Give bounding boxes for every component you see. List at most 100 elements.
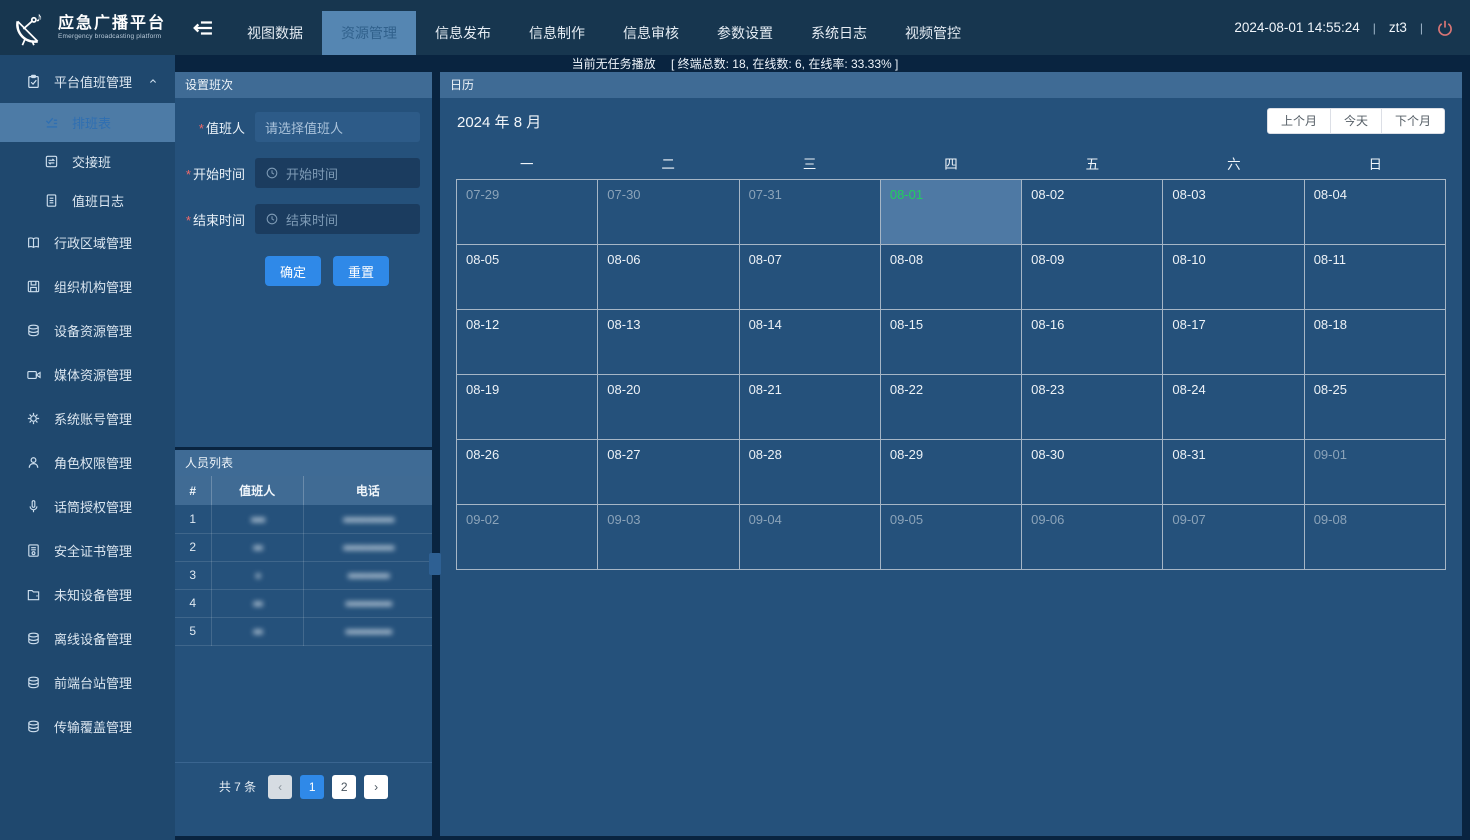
table-row[interactable]: 1 ●●● ●●●●●●●●●●● — [175, 505, 432, 534]
calendar-day-cell[interactable]: 09-06 — [1022, 505, 1164, 570]
calendar-day-cell[interactable]: 08-09 — [1022, 245, 1164, 310]
calendar-day-cell[interactable]: 08-20 — [598, 375, 740, 440]
calendar-day-cell[interactable]: 08-02 — [1022, 180, 1164, 245]
calendar-date-label: 09-02 — [466, 512, 500, 527]
username-display[interactable]: zt3 — [1388, 20, 1407, 35]
calendar-day-cell[interactable]: 08-25 — [1304, 375, 1446, 440]
sidebar-item-label: 安全证书管理 — [54, 543, 133, 559]
calendar-date-label: 08-11 — [1313, 252, 1346, 267]
calendar-day-cell[interactable]: 08-17 — [1163, 310, 1305, 375]
reset-button[interactable]: 重置 — [333, 256, 389, 286]
calendar-day-cell[interactable]: 08-27 — [598, 440, 740, 505]
calendar-day-cell[interactable]: 08-22 — [880, 375, 1023, 440]
calendar-day-cell[interactable]: 08-05 — [457, 245, 599, 310]
nav-tab-info-create[interactable]: 信息制作 — [529, 25, 585, 41]
page-button-2[interactable]: 2 — [332, 775, 357, 799]
calendar-day-cell[interactable]: 08-28 — [739, 440, 881, 505]
calendar-day-cell[interactable]: 07-29 — [457, 180, 599, 245]
sidebar-item-media-resource-mgmt[interactable]: 媒体资源管理 — [0, 352, 175, 396]
calendar-date-label: 08-04 — [1313, 187, 1347, 202]
table-row[interactable]: 3 ● ●●●●●●●●● — [175, 561, 432, 590]
sidebar-item-device-resource-mgmt[interactable]: 设备资源管理 — [0, 308, 175, 352]
table-row[interactable]: 4 ●● ●●●●●●●●●● — [175, 589, 432, 618]
calendar-day-cell[interactable]: 07-31 — [739, 180, 881, 245]
sidebar-item-schedule-table[interactable]: 排班表 — [0, 103, 175, 142]
calendar-day-cell[interactable]: 08-15 — [880, 310, 1023, 375]
sidebar-item-offline-device-mgmt[interactable]: 离线设备管理 — [0, 616, 175, 660]
masked-phone: ●●●●●●●●● — [347, 570, 391, 582]
calendar-day-cell[interactable]: 08-26 — [457, 440, 599, 505]
page-button-1[interactable]: 1 — [300, 775, 325, 799]
calendar-day-cell[interactable]: 09-04 — [739, 505, 881, 570]
start-time-input[interactable]: 开始时间 — [255, 158, 420, 188]
sidebar-item-org-structure-mgmt[interactable]: 组织机构管理 — [0, 264, 175, 308]
next-month-button[interactable]: 下个月 — [1380, 108, 1445, 134]
calendar-day-cell[interactable]: 08-19 — [457, 375, 599, 440]
sidebar-item-admin-region-mgmt[interactable]: 行政区域管理 — [0, 220, 175, 264]
table-row[interactable]: 5 ●● ●●●●●●●●●● — [175, 617, 432, 646]
nav-tab-system-log[interactable]: 系统日志 — [811, 25, 867, 41]
calendar-day-cell[interactable]: 08-16 — [1022, 310, 1164, 375]
clipboard-check-icon — [28, 74, 39, 88]
nav-tab-view-data[interactable]: 视图数据 — [247, 25, 303, 41]
calendar-day-cell[interactable]: 08-13 — [598, 310, 740, 375]
calendar-day-cell[interactable]: 08-04 — [1304, 180, 1446, 245]
sidebar-item-shift-handover[interactable]: 交接班 — [0, 142, 175, 181]
nav-tab-video-control[interactable]: 视频管控 — [905, 25, 961, 41]
end-time-input[interactable]: 结束时间 — [255, 204, 420, 234]
total-count-label: 共 7 条 — [218, 780, 257, 794]
archive-icon — [27, 280, 40, 292]
calendar-day-cell[interactable]: 09-05 — [880, 505, 1023, 570]
next-page-button[interactable]: › — [364, 775, 389, 799]
sidebar-item-system-account-mgmt[interactable]: 系统账号管理 — [0, 396, 175, 440]
sidebar-item-frontend-station-mgmt[interactable]: 前端台站管理 — [0, 660, 175, 704]
calendar-day-cell[interactable]: 09-03 — [598, 505, 740, 570]
sidebar-item-duty-log[interactable]: 值班日志 — [0, 181, 175, 220]
sidebar-item-transmission-coverage-mgmt[interactable]: 传输覆盖管理 — [0, 704, 175, 748]
calendar-day-cell[interactable]: 08-18 — [1304, 310, 1446, 375]
calendar-day-cell[interactable]: 09-08 — [1304, 505, 1446, 570]
calendar-day-cell[interactable]: 08-29 — [880, 440, 1023, 505]
calendar-day-cell[interactable]: 09-07 — [1163, 505, 1305, 570]
sidebar-item-platform-duty-mgmt[interactable]: 平台值班管理 — [0, 59, 175, 103]
masked-name: ●● — [252, 626, 264, 638]
calendar-day-cell[interactable]: 08-10 — [1163, 245, 1305, 310]
prev-page-button[interactable]: ‹ — [268, 775, 293, 799]
calendar-day-cell[interactable]: 08-12 — [457, 310, 599, 375]
calendar-day-cell[interactable]: 08-14 — [739, 310, 881, 375]
nav-tab-resource-mgmt[interactable]: 资源管理 — [322, 11, 416, 55]
calendar-day-cell[interactable]: 08-31 — [1163, 440, 1305, 505]
sidebar-item-security-cert-mgmt[interactable]: 安全证书管理 — [0, 528, 175, 572]
calendar-day-cell-today[interactable]: 08-01 — [880, 180, 1023, 245]
calendar-day-cell[interactable]: 08-03 — [1163, 180, 1305, 245]
calendar-day-cell[interactable]: 08-24 — [1163, 375, 1305, 440]
nav-tab-param-settings[interactable]: 参数设置 — [717, 25, 773, 41]
today-button[interactable]: 今天 — [1329, 108, 1382, 134]
prev-month-button[interactable]: 上个月 — [1266, 108, 1331, 134]
sidebar-item-mic-authorization-mgmt[interactable]: 话筒授权管理 — [0, 484, 175, 528]
sidebar-item-role-permission-mgmt[interactable]: 角色权限管理 — [0, 440, 175, 484]
calendar-day-cell[interactable]: 08-30 — [1022, 440, 1164, 505]
nav-tab-info-publish[interactable]: 信息发布 — [435, 25, 491, 41]
panel-resize-handle[interactable] — [429, 553, 441, 575]
sidebar-item-unknown-device-mgmt[interactable]: 未知设备管理 — [0, 572, 175, 616]
start-time-label: * 开始时间 — [185, 166, 245, 182]
calendar-day-cell[interactable]: 08-21 — [739, 375, 881, 440]
row-index: 5 — [175, 617, 212, 646]
table-row[interactable]: 2 ●● ●●●●●●●●●●● — [175, 533, 432, 562]
calendar-date-label: 08-22 — [889, 382, 924, 397]
calendar-day-cell[interactable]: 08-23 — [1022, 375, 1164, 440]
database-icon — [28, 720, 39, 732]
calendar-day-cell[interactable]: 08-11 — [1304, 245, 1446, 310]
calendar-day-cell[interactable]: 08-08 — [880, 245, 1023, 310]
calendar-day-cell[interactable]: 09-02 — [457, 505, 599, 570]
nav-tab-info-review[interactable]: 信息审核 — [623, 25, 679, 41]
calendar-day-cell[interactable]: 08-07 — [739, 245, 881, 310]
duty-person-select[interactable]: 请选择值班人 — [255, 112, 420, 142]
calendar-day-cell[interactable]: 08-06 — [598, 245, 740, 310]
calendar-day-cell[interactable]: 09-01 — [1304, 440, 1446, 505]
sidebar-collapse-button[interactable] — [178, 0, 228, 55]
confirm-button[interactable]: 确定 — [265, 256, 321, 286]
calendar-day-cell[interactable]: 07-30 — [598, 180, 740, 245]
logout-power-button[interactable] — [1436, 19, 1454, 37]
